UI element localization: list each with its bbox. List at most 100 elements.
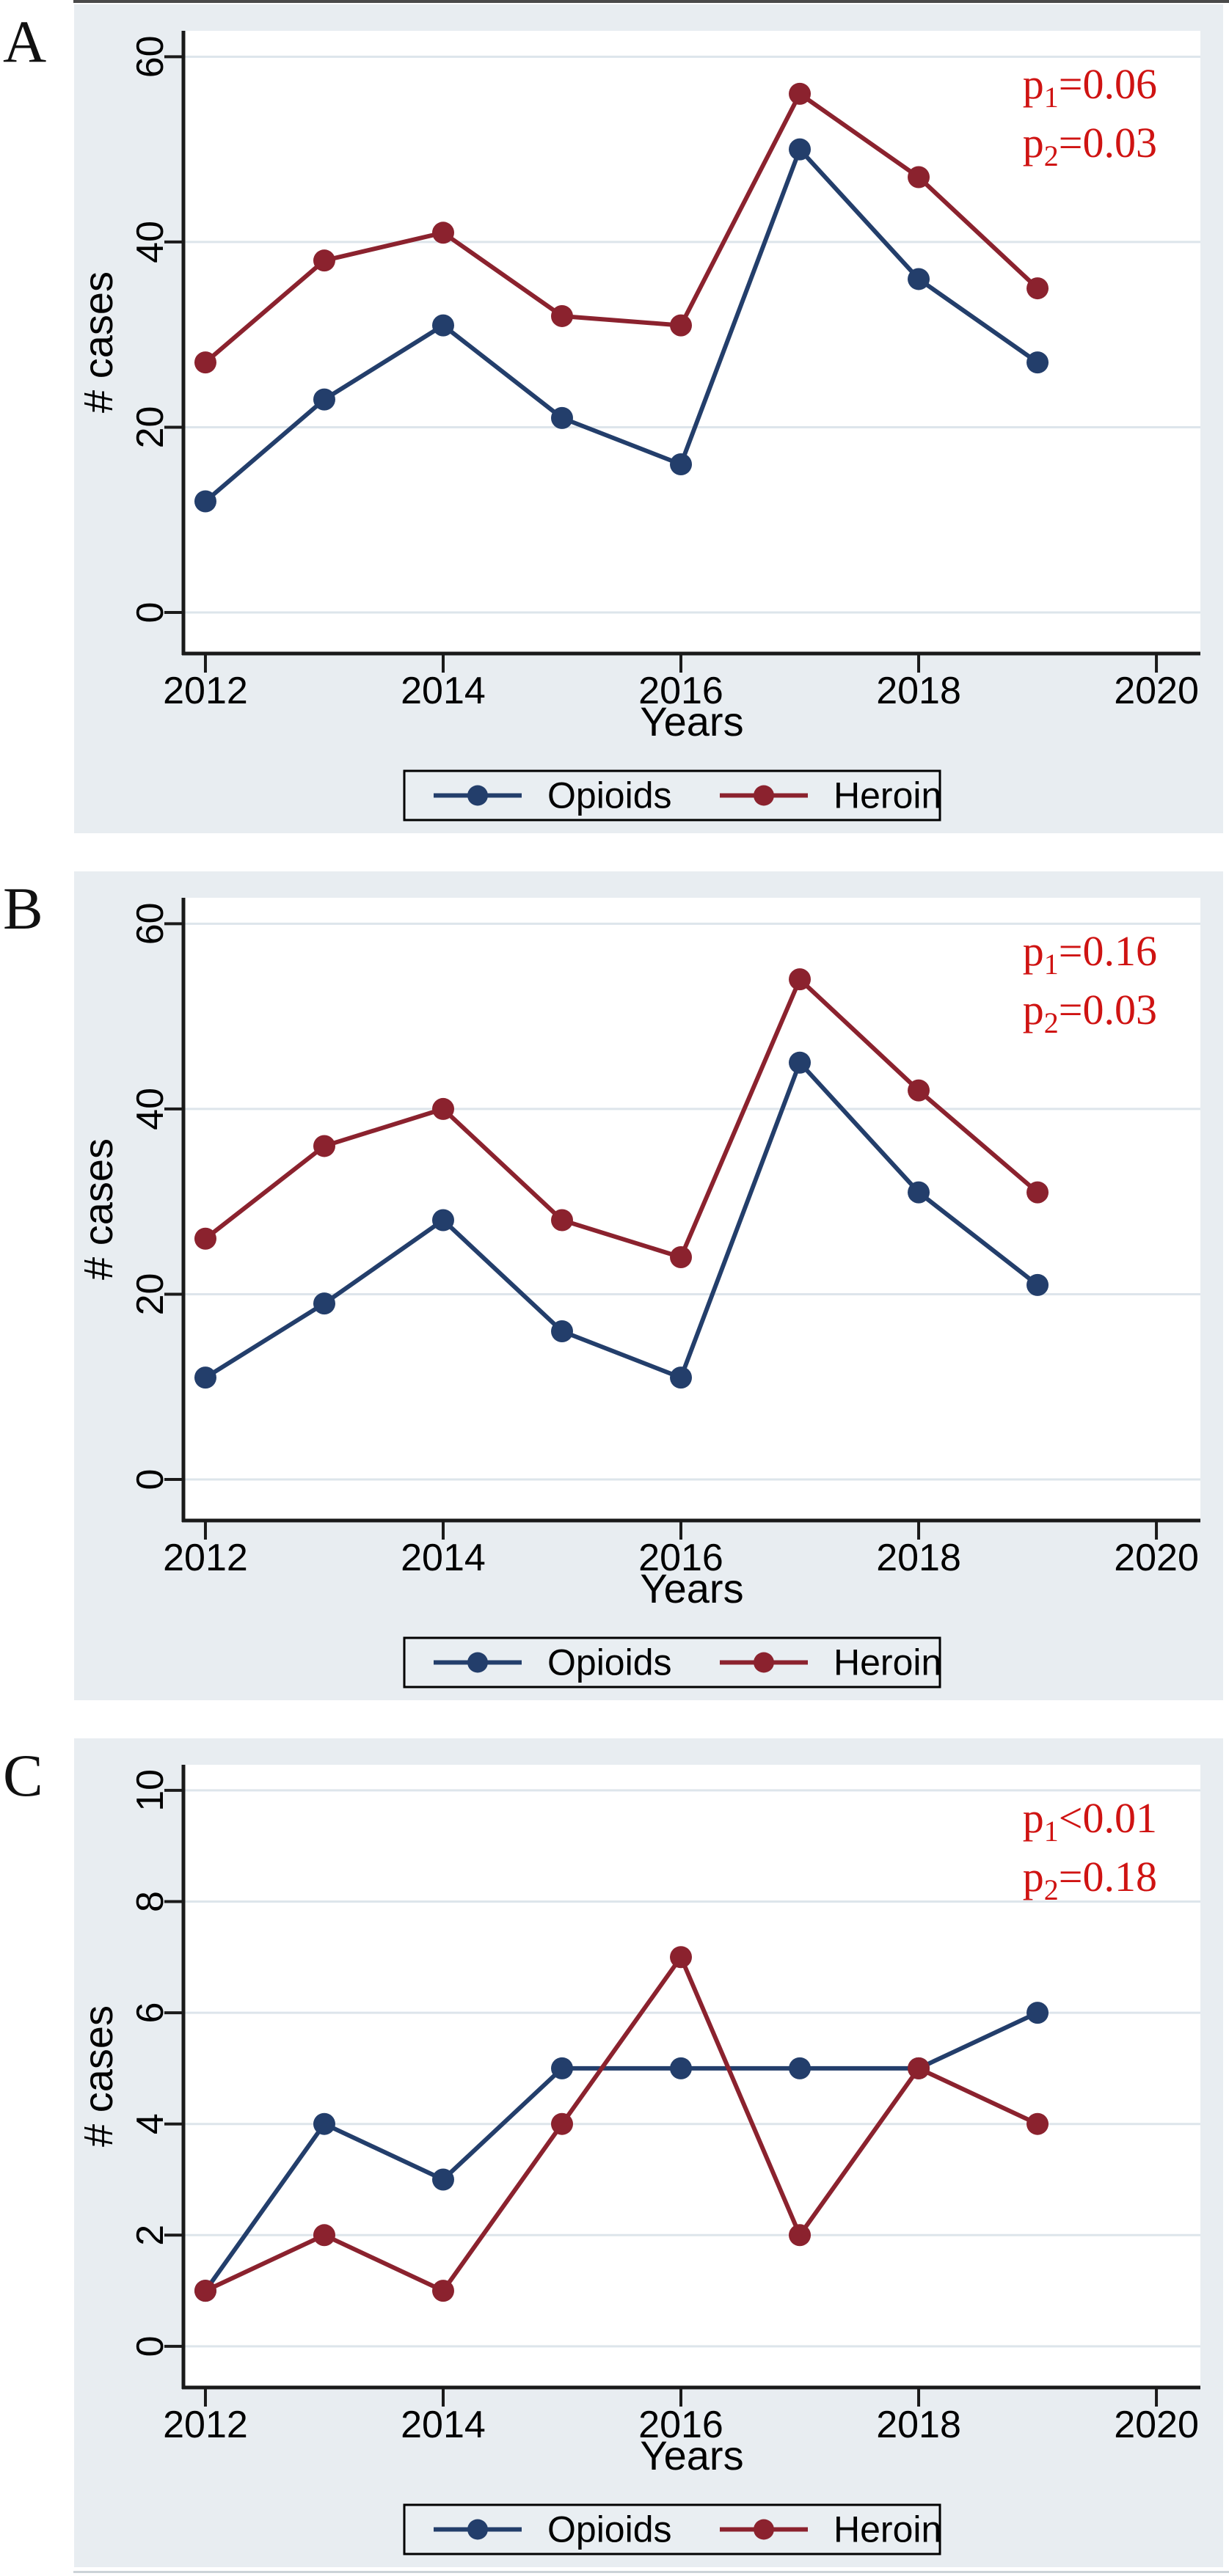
series-line-opioids xyxy=(203,2010,1039,2292)
legend-marker-heroin xyxy=(754,785,774,806)
y-tick-label-20: 20 xyxy=(129,406,172,449)
figure-top-border xyxy=(73,0,1229,3)
legend-marker-opioids xyxy=(467,1652,488,1673)
y-tick-label-10: 10 xyxy=(129,1769,172,1812)
legend-marker-heroin xyxy=(754,1652,774,1673)
x-tick-label-2012: 2012 xyxy=(163,670,248,712)
x-tick-label-2020: 2020 xyxy=(1114,1537,1199,1579)
x-tick-label-2016: 2016 xyxy=(638,2404,723,2446)
y-tick-label-20: 20 xyxy=(129,1273,172,1316)
data-point-opioids-2018 xyxy=(908,268,930,290)
data-point-heroin-2019 xyxy=(1026,2112,1049,2135)
data-point-heroin-2016 xyxy=(670,1245,693,1268)
data-point-opioids-2013 xyxy=(313,388,335,411)
p-value-annotation-2: p2=0.03 xyxy=(1023,986,1157,1039)
data-point-opioids-2019 xyxy=(1026,351,1049,374)
legend-label-opioids: Opioids xyxy=(547,775,672,816)
legend-marker-opioids xyxy=(467,2519,488,2540)
y-tick-label-8: 8 xyxy=(129,1891,172,1912)
legend-label-opioids: Opioids xyxy=(547,1642,672,1683)
data-point-opioids-2019 xyxy=(1026,2002,1049,2024)
data-point-opioids-2013 xyxy=(313,1292,335,1315)
panel-label-c: C xyxy=(3,1742,43,1809)
x-tick-label-2018: 2018 xyxy=(876,2404,961,2446)
panel-b: p1=0.16 p2=0.03 0 20 40 60 2012 2014 2016 2018 202… xyxy=(74,871,1223,1700)
x-tick-label-2018: 2018 xyxy=(876,1537,961,1579)
plot-area xyxy=(183,1765,1200,2387)
data-point-heroin-2018 xyxy=(908,2057,930,2079)
data-point-opioids-2012 xyxy=(194,1366,216,1389)
x-tick-label-2020: 2020 xyxy=(1114,2404,1199,2446)
data-point-opioids-2014 xyxy=(431,314,454,337)
data-point-heroin-2017 xyxy=(789,2224,812,2247)
x-tick-label-2014: 2014 xyxy=(401,1537,486,1579)
y-tick-label-2: 2 xyxy=(129,2225,172,2246)
y-tick-label-40: 40 xyxy=(129,221,172,263)
data-point-heroin-2012 xyxy=(194,2280,216,2302)
data-point-opioids-2019 xyxy=(1026,1273,1049,1296)
data-point-opioids-2015 xyxy=(551,1320,574,1343)
data-point-opioids-2017 xyxy=(789,138,812,161)
data-point-heroin-2014 xyxy=(431,222,454,244)
data-point-heroin-2019 xyxy=(1026,277,1049,300)
data-point-heroin-2012 xyxy=(194,351,216,374)
legend-label-heroin: Heroin xyxy=(834,2509,941,2550)
data-point-opioids-2012 xyxy=(194,490,216,513)
x-tick-label-2020: 2020 xyxy=(1114,670,1199,712)
panel-c: p1<0.01 p2=0.18 0 2 4 6 8 10 2012 2014 2016 2018 202… xyxy=(74,1738,1223,2567)
y-axis-title: # cases xyxy=(75,1138,121,1280)
y-tick-label-6: 6 xyxy=(129,2002,172,2024)
data-point-heroin-2013 xyxy=(313,2224,335,2247)
series-line-heroin xyxy=(204,1955,1039,2294)
data-point-opioids-2016 xyxy=(670,1366,693,1389)
x-tick-label-2016: 2016 xyxy=(638,670,723,712)
x-axis-title: Years xyxy=(640,698,743,744)
data-point-heroin-2013 xyxy=(313,1135,335,1157)
plot-area xyxy=(183,31,1200,654)
data-point-opioids-2014 xyxy=(431,1209,454,1232)
y-tick-label-60: 60 xyxy=(129,35,172,78)
y-tick-label-40: 40 xyxy=(129,1088,172,1130)
x-tick-label-2014: 2014 xyxy=(401,670,486,712)
data-point-opioids-2018 xyxy=(908,1181,930,1204)
p-value-annotation-1: p1=0.16 xyxy=(1023,927,1157,981)
data-point-heroin-2013 xyxy=(313,249,335,272)
x-tick-label-2012: 2012 xyxy=(163,2404,248,2446)
data-point-heroin-2017 xyxy=(789,82,812,105)
legend-label-heroin: Heroin xyxy=(834,775,941,816)
data-point-heroin-2015 xyxy=(551,304,574,327)
p-value-annotation-2: p2=0.03 xyxy=(1023,119,1157,172)
series-line-heroin xyxy=(204,91,1040,365)
p-value-annotation-2: p2=0.18 xyxy=(1023,1853,1157,1906)
p-value-annotation-1: p1=0.06 xyxy=(1023,60,1157,114)
y-tick-label-60: 60 xyxy=(129,902,172,945)
x-axis-title: Years xyxy=(640,2432,743,2478)
data-point-opioids-2016 xyxy=(670,453,693,476)
plot-area xyxy=(183,898,1200,1521)
legend-label-heroin: Heroin xyxy=(834,1642,941,1683)
legend-label-opioids: Opioids xyxy=(547,2509,672,2550)
panel-label-b: B xyxy=(3,875,43,942)
data-point-heroin-2014 xyxy=(431,1097,454,1120)
data-point-opioids-2016 xyxy=(670,2057,693,2079)
data-point-heroin-2015 xyxy=(551,1209,574,1232)
data-point-heroin-2017 xyxy=(789,968,812,991)
x-axis-title: Years xyxy=(640,1565,743,1611)
data-point-heroin-2014 xyxy=(431,2280,454,2302)
legend-marker-heroin xyxy=(754,2519,774,2540)
legend-box xyxy=(403,2503,941,2555)
data-point-heroin-2012 xyxy=(194,1227,216,1250)
data-point-heroin-2018 xyxy=(908,1079,930,1102)
series-line-opioids xyxy=(204,147,1039,503)
y-tick-label-0: 0 xyxy=(129,1469,172,1490)
x-tick-label-2018: 2018 xyxy=(876,670,961,712)
x-tick-label-2016: 2016 xyxy=(638,1537,723,1579)
figure-bottom-border xyxy=(73,2571,1229,2573)
x-tick-label-2012: 2012 xyxy=(163,1537,248,1579)
panel-a: p1=0.06 p2=0.03 0 20 40 60 2012 2014 2016 2018 202… xyxy=(74,4,1223,833)
data-point-opioids-2013 xyxy=(313,2112,335,2135)
